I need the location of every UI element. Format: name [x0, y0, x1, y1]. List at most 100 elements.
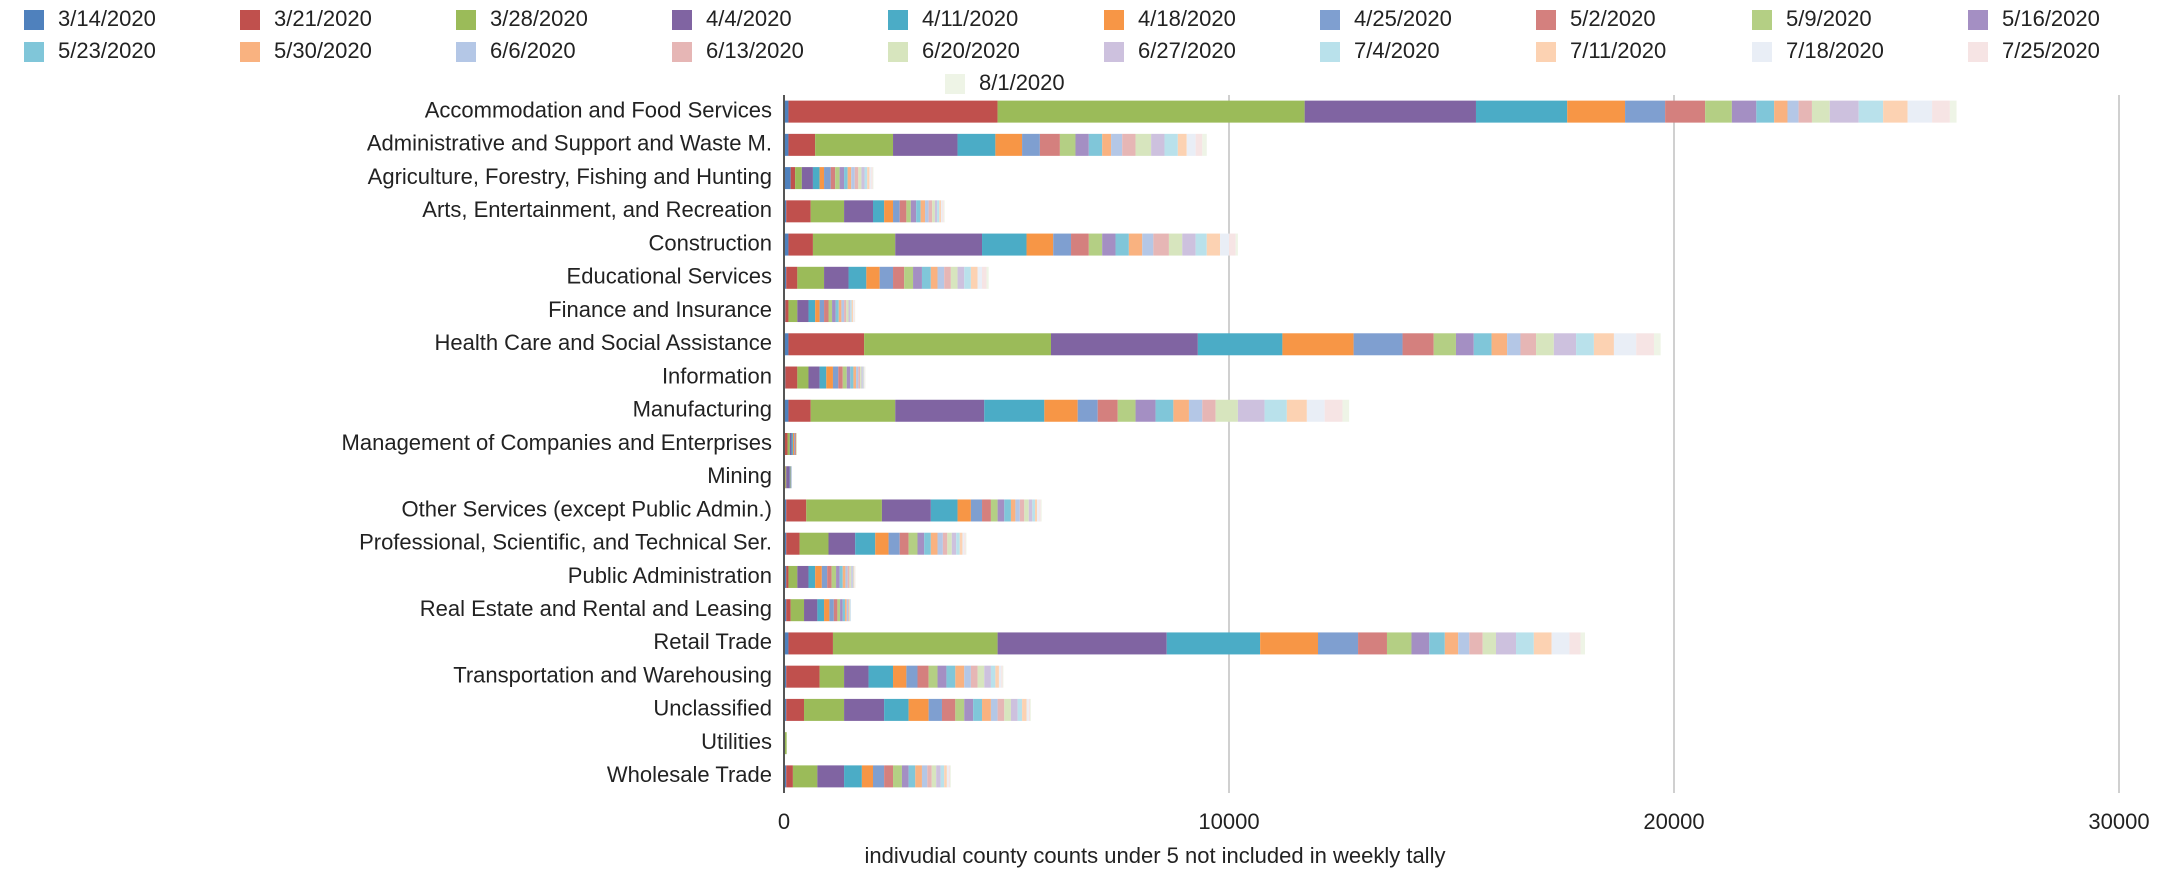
bar-segment [1811, 100, 1830, 123]
bar-segment [964, 698, 974, 721]
bar-segment [785, 366, 798, 389]
bar-segment [1142, 233, 1154, 256]
bar-segment [1473, 333, 1492, 356]
bar-segment [846, 366, 851, 389]
bar-segment [784, 765, 787, 788]
bar-segment [810, 200, 845, 223]
bar-segment [853, 300, 855, 323]
bar-segment [951, 532, 957, 555]
bar-segment [785, 466, 787, 489]
bar-segment [1705, 100, 1732, 123]
bar-segment [1002, 665, 1004, 688]
bar-segment [997, 698, 1005, 721]
legend-label: 3/14/2020 [58, 6, 156, 31]
bar-segment [848, 266, 867, 289]
bar-segment [916, 200, 921, 223]
bar-segment [784, 333, 789, 356]
bar-segment [942, 200, 944, 223]
bar-segment [1088, 233, 1103, 256]
bar-segment [1774, 100, 1788, 123]
bar-segment [1458, 632, 1470, 655]
y-tick-label: Retail Trade [653, 629, 772, 654]
bar-segment [808, 366, 820, 389]
bar-segment [1220, 233, 1229, 256]
bar-segment [1010, 698, 1018, 721]
bar-segment [846, 599, 849, 622]
bar-segment [1536, 333, 1554, 356]
legend-label: 8/1/2020 [979, 70, 1065, 95]
y-tick-label: Information [662, 363, 772, 388]
bar-segment [939, 200, 942, 223]
legend-label: 3/28/2020 [490, 6, 588, 31]
bar-segment [895, 233, 983, 256]
bar-segment [842, 599, 845, 622]
legend-label: 6/13/2020 [706, 38, 804, 63]
bar-segment [835, 167, 840, 190]
bar-segment [860, 366, 862, 389]
bar-segment [936, 765, 941, 788]
bar-segment [788, 333, 865, 356]
legend-swatch [1104, 42, 1124, 62]
bar-segment [815, 565, 822, 588]
bar-segment [1202, 133, 1207, 156]
bar-segment [821, 565, 828, 588]
bar-segment [1022, 698, 1027, 721]
bar-segment [792, 433, 795, 455]
bar-segment [1455, 333, 1474, 356]
bar-segment [928, 665, 938, 688]
bar-segment [913, 266, 922, 289]
bar-segment [845, 565, 848, 588]
legend-swatch [1752, 42, 1772, 62]
bar-segment [788, 565, 798, 588]
bar-segment [1017, 698, 1023, 721]
bar-segment [1358, 632, 1387, 655]
bar-segment [944, 765, 947, 788]
bar-segment [792, 765, 818, 788]
bar-segment [1037, 499, 1040, 522]
bar-segment [943, 200, 945, 223]
bar-segment [864, 167, 868, 190]
bar-segment [937, 665, 947, 688]
bar-segment [899, 532, 909, 555]
bar-segment [824, 599, 830, 622]
bar-segment [852, 565, 854, 588]
bar-segment [986, 266, 989, 289]
bar-segment [801, 167, 813, 190]
bar-segment [1202, 399, 1216, 422]
bar-segment [982, 698, 991, 721]
bar-segment [1551, 632, 1570, 655]
legend-label: 5/16/2020 [2002, 6, 2100, 31]
bar-segment [784, 698, 787, 721]
bar-segment [1491, 333, 1508, 356]
bar-segment [862, 366, 864, 389]
bar-segment [835, 300, 839, 323]
bar-segment [884, 200, 894, 223]
bar-segment [1088, 133, 1103, 156]
bar-segment [1433, 333, 1456, 356]
bar-segment [1015, 499, 1020, 522]
bar-segment [1411, 632, 1430, 655]
bar-segment [949, 765, 951, 788]
bar-segment [841, 300, 845, 323]
bar-segment [786, 698, 805, 721]
bar-segment [832, 300, 836, 323]
bar-segment [995, 665, 999, 688]
legend-swatch [1752, 10, 1772, 30]
bar-segment [1237, 399, 1265, 422]
legend-label: 7/11/2020 [1570, 38, 1666, 63]
bar-segment [788, 300, 798, 323]
bar-segment [1475, 100, 1568, 123]
bar-segment [893, 133, 958, 156]
bar-segment [995, 133, 1023, 156]
bar-segment [1059, 133, 1076, 156]
bar-segment [819, 300, 825, 323]
bar-segment [784, 399, 789, 422]
bar-segment [858, 167, 862, 190]
bar-segment [839, 167, 845, 190]
bar-segment [842, 366, 847, 389]
bar-segment [1858, 100, 1884, 123]
bar-segment [899, 200, 907, 223]
bar-segment [864, 333, 1051, 356]
bar-segment [1306, 399, 1325, 422]
